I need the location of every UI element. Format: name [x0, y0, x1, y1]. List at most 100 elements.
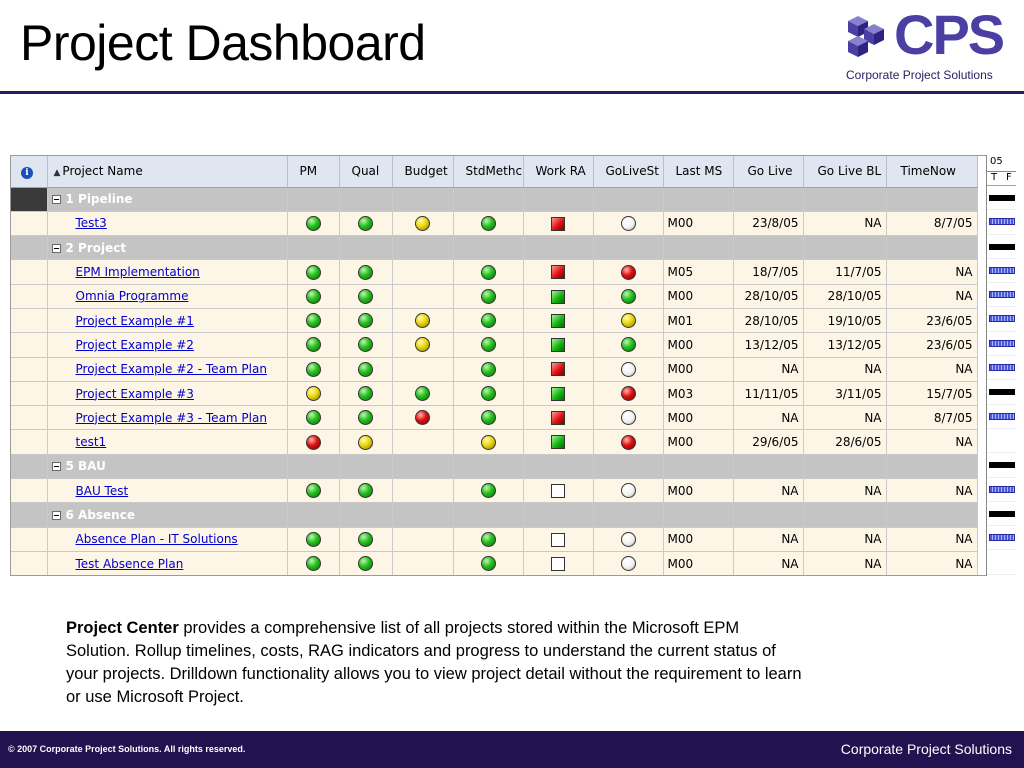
header-stdmethod[interactable]: StdMethc [453, 156, 524, 188]
qual-indicator-cell [339, 284, 393, 309]
project-link[interactable]: Project Example #2 [75, 337, 194, 352]
group-name-cell[interactable]: 1 Pipeline [47, 187, 288, 212]
project-link[interactable]: Project Example #3 - Team Plan [75, 410, 267, 425]
collapse-icon[interactable] [51, 462, 61, 472]
summary-cell [523, 187, 594, 212]
golivebl-cell: NA [803, 478, 887, 504]
table-row[interactable]: Project Example #3 M03 11/11/05 3/11/05 15/7… [11, 381, 978, 407]
summary-cell [803, 454, 887, 480]
project-link[interactable]: Project Example #2 - Team Plan [75, 362, 267, 377]
summary-cell [733, 235, 804, 261]
header-lastms[interactable]: Last MS [663, 156, 734, 188]
summary-bar[interactable] [989, 243, 1015, 250]
header-budget[interactable]: Budget [392, 156, 454, 188]
row-indicator-cell[interactable] [11, 308, 48, 334]
table-row[interactable]: Absence Plan - IT Solutions M00 NA NA NA [11, 527, 978, 552]
project-link[interactable]: Project Example #1 [75, 313, 194, 328]
project-link[interactable]: Absence Plan - IT Solutions [75, 532, 238, 547]
row-indicator-cell[interactable] [11, 235, 48, 261]
golive-cell: NA [733, 551, 804, 575]
project-link[interactable]: BAU Test [75, 483, 129, 498]
row-indicator-cell[interactable] [11, 332, 48, 358]
project-link[interactable]: test1 [75, 435, 107, 450]
header-golive[interactable]: Go Live [733, 156, 804, 188]
summary-cell [803, 502, 887, 528]
timenow-cell: NA [886, 478, 978, 504]
collapse-icon[interactable] [51, 511, 61, 520]
table-row[interactable]: Project Example #3 - Team Plan M00 NA NA 8/7… [11, 405, 978, 431]
row-indicator-cell[interactable] [11, 551, 48, 575]
table-row[interactable]: Project Example #1 M01 28/10/05 19/10/05 23/… [11, 308, 978, 334]
row-indicator-cell[interactable] [11, 429, 48, 455]
header-timenow[interactable]: TimeNow [886, 156, 978, 188]
task-bar[interactable] [989, 412, 1015, 420]
task-bar[interactable] [989, 534, 1015, 542]
table-row[interactable]: Project Example #2 - Team Plan M00 NA NA NA [11, 357, 978, 382]
table-row[interactable]: Test Absence Plan M00 NA NA NA [11, 551, 978, 575]
green-square-icon [551, 386, 565, 401]
table-row[interactable]: EPM Implementation M05 18/7/05 11/7/05 NA [11, 259, 978, 285]
summary-bar[interactable] [989, 195, 1015, 201]
row-indicator-cell[interactable] [11, 405, 48, 431]
row-indicator-cell[interactable] [11, 211, 48, 237]
task-bar[interactable] [989, 364, 1015, 372]
header-project-name[interactable]: ▲ Project Name [47, 156, 288, 188]
project-link[interactable]: Test3 [75, 216, 107, 231]
collapse-icon[interactable] [51, 195, 61, 205]
gantt-day: T [991, 172, 998, 183]
table-row[interactable]: test1 M00 29/6/05 28/6/05 NA [11, 429, 978, 455]
header-workra[interactable]: Work RA [523, 156, 594, 188]
group-name-cell[interactable]: 6 Absence [47, 502, 288, 528]
row-indicator-cell[interactable] [11, 527, 48, 552]
row-indicator-cell[interactable] [11, 284, 48, 309]
task-bar[interactable] [989, 339, 1015, 347]
row-indicator-cell[interactable] [11, 357, 48, 382]
row-indicator-cell[interactable] [11, 259, 48, 285]
project-link[interactable]: EPM Implementation [75, 265, 200, 280]
golivebl-cell: 13/12/05 [803, 332, 887, 358]
summary-row[interactable]: 6 Absence [11, 502, 978, 528]
header-qual[interactable]: Qual [339, 156, 393, 188]
task-bar[interactable] [989, 315, 1015, 323]
row-indicator-cell[interactable] [11, 381, 48, 407]
task-bar[interactable] [989, 266, 1015, 274]
project-link[interactable]: Test Absence Plan [75, 556, 184, 571]
task-bar[interactable] [989, 485, 1015, 493]
collapse-icon[interactable] [51, 243, 61, 253]
header-info[interactable]: i [11, 156, 48, 188]
row-indicator-cell[interactable] [11, 502, 48, 528]
summary-cell [593, 235, 664, 261]
budget-indicator-cell [392, 478, 454, 504]
group-name-cell[interactable]: 5 BAU [47, 454, 288, 480]
row-indicator-cell[interactable] [11, 478, 48, 504]
header-golivebl[interactable]: Go Live BL [803, 156, 887, 188]
task-bar[interactable] [989, 291, 1015, 299]
info-icon[interactable]: i [21, 166, 33, 179]
qual-indicator-cell [339, 405, 393, 431]
project-link[interactable]: Project Example #3 [75, 386, 194, 401]
qual-indicator-cell [339, 551, 393, 575]
summary-bar[interactable] [989, 510, 1015, 517]
green-square-icon [551, 338, 565, 353]
group-name-cell[interactable]: 2 Project [47, 235, 288, 261]
header-golivest[interactable]: GoLiveSt [593, 156, 664, 188]
table-row[interactable]: Test3 M00 23/8/05 NA 8/7/05 [11, 211, 978, 237]
workra-indicator-cell [523, 211, 594, 237]
summary-row[interactable]: 5 BAU [11, 454, 978, 480]
summary-bar[interactable] [989, 462, 1015, 469]
green-square-icon [551, 435, 565, 450]
table-row[interactable]: BAU Test M00 NA NA NA [11, 478, 978, 504]
table-row[interactable]: Project Example #2 M00 13/12/05 13/12/05 23/… [11, 332, 978, 358]
summary-row[interactable]: 2 Project [11, 235, 978, 261]
summary-bar[interactable] [989, 389, 1015, 396]
description-text: Project Center provides a comprehensive … [66, 617, 806, 709]
task-bar[interactable] [989, 218, 1015, 226]
table-row[interactable]: Omnia Programme M00 28/10/05 28/10/05 NA [11, 284, 978, 309]
lastms-cell: M00 [663, 284, 734, 309]
row-indicator-cell[interactable] [11, 454, 48, 480]
row-indicator-cell[interactable] [11, 187, 48, 212]
green-status-icon [620, 288, 636, 304]
project-link[interactable]: Omnia Programme [75, 289, 189, 304]
summary-row[interactable]: 1 Pipeline [11, 187, 978, 212]
header-pm[interactable]: PM [287, 156, 340, 188]
